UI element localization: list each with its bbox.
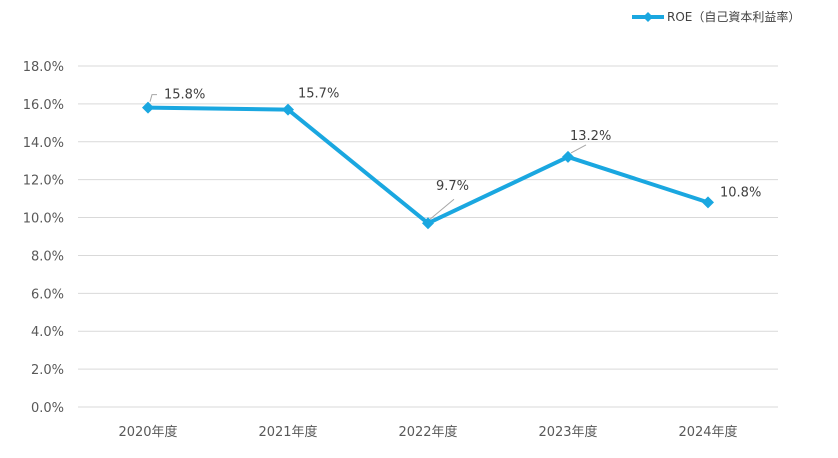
legend-label-roe: ROE（自己資本利益率）	[667, 9, 800, 24]
gridlines	[78, 65, 778, 408]
legend: ROE（自己資本利益率）	[632, 9, 800, 24]
x-axis-tick-labels: 2020年度 2021年度 2022年度 2023年度 2024年度	[118, 424, 737, 440]
data-label-leader	[570, 144, 587, 154]
data-point-marker	[562, 150, 574, 163]
y-tick-label: 4.0%	[31, 325, 64, 340]
data-label: 15.7%	[298, 87, 339, 102]
series-roe: 15.8% 15.7% 9.7% 13.2% 10.8%	[142, 87, 761, 230]
data-point-marker	[702, 196, 714, 209]
x-tick-label: 2021年度	[258, 424, 317, 440]
y-tick-label: 6.0%	[31, 287, 64, 302]
x-tick-label: 2023年度	[538, 424, 597, 440]
series-line	[147, 105, 709, 226]
legend-swatch-marker	[643, 12, 653, 22]
x-tick-label: 2020年度	[118, 424, 177, 440]
y-axis-tick-labels: 0.0% 2.0% 4.0% 6.0% 8.0% 10.0% 12.0% 14.0% 16.0%…	[23, 60, 64, 416]
data-label: 9.7%	[436, 179, 469, 194]
data-label: 13.2%	[570, 129, 611, 144]
data-label-leader	[149, 94, 157, 102]
x-tick-label: 2024年度	[678, 424, 737, 440]
x-tick-label: 2022年度	[398, 424, 457, 440]
y-tick-label: 12.0%	[23, 174, 64, 189]
data-point-marker	[422, 217, 434, 230]
y-tick-label: 10.0%	[23, 212, 64, 227]
data-point-marker	[142, 101, 154, 114]
data-point-marker	[282, 103, 294, 116]
y-tick-label: 8.0%	[31, 249, 64, 264]
y-tick-label: 16.0%	[23, 98, 64, 113]
y-tick-label: 18.0%	[23, 60, 64, 75]
y-tick-label: 2.0%	[31, 363, 64, 378]
data-label: 10.8%	[720, 185, 761, 200]
y-tick-label: 14.0%	[23, 136, 64, 151]
y-tick-label: 0.0%	[31, 401, 64, 416]
data-label: 15.8%	[164, 88, 205, 103]
data-label-leader	[429, 198, 455, 220]
